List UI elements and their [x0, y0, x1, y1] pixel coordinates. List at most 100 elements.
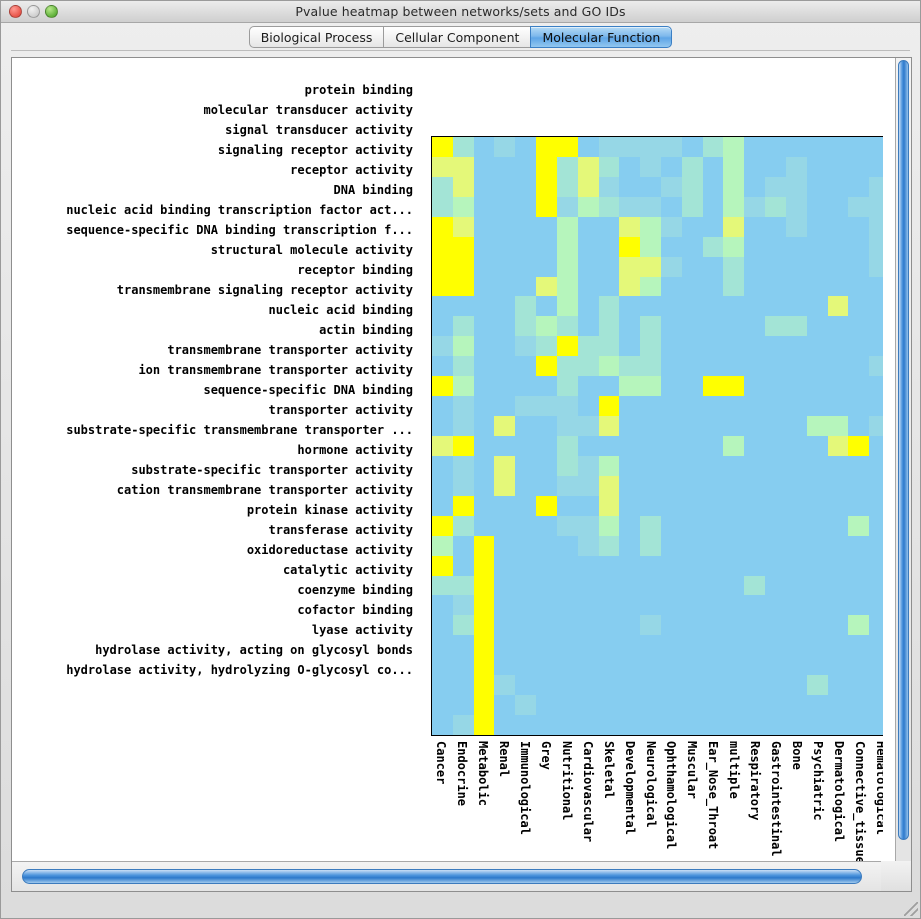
- heatmap-cell[interactable]: [536, 336, 557, 357]
- heatmap-cell[interactable]: [432, 137, 453, 157]
- heatmap-cell[interactable]: [702, 595, 724, 616]
- heatmap-cell[interactable]: [702, 296, 724, 317]
- heatmap-cell[interactable]: [765, 715, 786, 735]
- heatmap-cell[interactable]: [765, 216, 786, 237]
- heatmap-cell[interactable]: [869, 535, 883, 556]
- heatmap-cell[interactable]: [619, 396, 641, 417]
- heatmap-cell[interactable]: [744, 276, 766, 297]
- heatmap-cell[interactable]: [432, 555, 453, 576]
- heatmap-cell[interactable]: [452, 137, 474, 157]
- heatmap-cell[interactable]: [848, 655, 870, 676]
- heatmap-cell[interactable]: [723, 336, 745, 357]
- heatmap-cell[interactable]: [681, 296, 703, 317]
- heatmap-cell[interactable]: [640, 396, 661, 417]
- heatmap-cell[interactable]: [661, 376, 682, 397]
- heatmap-cell[interactable]: [869, 416, 883, 436]
- heatmap-cell[interactable]: [494, 575, 516, 596]
- heatmap-cell[interactable]: [785, 256, 807, 277]
- heatmap-cell[interactable]: [765, 595, 786, 616]
- heatmap-cell[interactable]: [806, 635, 828, 656]
- heatmap-cell[interactable]: [432, 296, 453, 317]
- heatmap-cell[interactable]: [473, 595, 495, 616]
- heatmap-cell[interactable]: [744, 336, 766, 357]
- heatmap-cell[interactable]: [494, 356, 516, 377]
- heatmap-cell[interactable]: [619, 356, 641, 377]
- heatmap-cell[interactable]: [661, 216, 682, 237]
- heatmap-cell[interactable]: [577, 515, 599, 536]
- heatmap-cell[interactable]: [640, 176, 661, 197]
- heatmap-cell[interactable]: [494, 216, 516, 237]
- heatmap-cell[interactable]: [640, 515, 661, 536]
- heatmap-cell[interactable]: [744, 176, 766, 197]
- heatmap-cell[interactable]: [640, 635, 661, 656]
- heatmap-cell[interactable]: [619, 176, 641, 197]
- heatmap-cell[interactable]: [785, 695, 807, 716]
- heatmap-cell[interactable]: [556, 336, 578, 357]
- heatmap-cell[interactable]: [827, 356, 849, 377]
- heatmap-cell[interactable]: [827, 435, 849, 456]
- heatmap-cell[interactable]: [785, 356, 807, 377]
- heatmap-cell[interactable]: [473, 615, 495, 636]
- heatmap-cell[interactable]: [661, 695, 682, 716]
- heatmap-cell[interactable]: [640, 196, 661, 217]
- heatmap-cell[interactable]: [765, 635, 786, 656]
- heatmap-cell[interactable]: [432, 156, 453, 177]
- heatmap-cell[interactable]: [598, 336, 620, 357]
- heatmap-cell[interactable]: [681, 515, 703, 536]
- heatmap-cell[interactable]: [702, 495, 724, 516]
- heatmap-cell[interactable]: [785, 475, 807, 496]
- heatmap-cell[interactable]: [452, 615, 474, 636]
- heatmap-cell[interactable]: [785, 435, 807, 456]
- heatmap-cell[interactable]: [619, 615, 641, 636]
- heatmap-grid[interactable]: [431, 136, 883, 736]
- heatmap-cell[interactable]: [473, 435, 495, 456]
- heatmap-cell[interactable]: [515, 435, 537, 456]
- heatmap-cell[interactable]: [702, 316, 724, 337]
- heatmap-cell[interactable]: [577, 196, 599, 217]
- heatmap-cell[interactable]: [806, 316, 828, 337]
- heatmap-cell[interactable]: [702, 176, 724, 197]
- heatmap-cell[interactable]: [681, 196, 703, 217]
- heatmap-cell[interactable]: [702, 256, 724, 277]
- tab-biological-process[interactable]: Biological Process: [248, 26, 384, 48]
- heatmap-cell[interactable]: [744, 475, 766, 496]
- heatmap-cell[interactable]: [785, 176, 807, 197]
- heatmap-cell[interactable]: [848, 615, 870, 636]
- heatmap-cell[interactable]: [536, 515, 557, 536]
- heatmap-cell[interactable]: [473, 256, 495, 277]
- heatmap-cell[interactable]: [681, 535, 703, 556]
- heatmap-cell[interactable]: [702, 137, 724, 157]
- heatmap-cell[interactable]: [619, 535, 641, 556]
- heatmap-cell[interactable]: [723, 296, 745, 317]
- heatmap-cell[interactable]: [827, 316, 849, 337]
- heatmap-cell[interactable]: [577, 256, 599, 277]
- heatmap-cell[interactable]: [702, 376, 724, 397]
- heatmap-cell[interactable]: [452, 555, 474, 576]
- heatmap-cell[interactable]: [452, 515, 474, 536]
- heatmap-cell[interactable]: [473, 555, 495, 576]
- heatmap-cell[interactable]: [661, 435, 682, 456]
- zoom-button[interactable]: [45, 5, 58, 18]
- heatmap-cell[interactable]: [515, 376, 537, 397]
- heatmap-cell[interactable]: [848, 475, 870, 496]
- heatmap-cell[interactable]: [681, 216, 703, 237]
- heatmap-cell[interactable]: [598, 495, 620, 516]
- heatmap-cell[interactable]: [536, 695, 557, 716]
- heatmap-cell[interactable]: [452, 455, 474, 476]
- heatmap-cell[interactable]: [494, 595, 516, 616]
- heatmap-cell[interactable]: [556, 695, 578, 716]
- heatmap-cell[interactable]: [827, 176, 849, 197]
- heatmap-cell[interactable]: [723, 495, 745, 516]
- heatmap-cell[interactable]: [744, 615, 766, 636]
- heatmap-cell[interactable]: [723, 176, 745, 197]
- heatmap-cell[interactable]: [827, 575, 849, 596]
- heatmap-cell[interactable]: [598, 435, 620, 456]
- heatmap-cell[interactable]: [661, 256, 682, 277]
- heatmap-cell[interactable]: [473, 156, 495, 177]
- heatmap-cell[interactable]: [702, 156, 724, 177]
- heatmap-cell[interactable]: [536, 455, 557, 476]
- heatmap-cell[interactable]: [473, 356, 495, 377]
- heatmap-cell[interactable]: [640, 595, 661, 616]
- heatmap-cell[interactable]: [452, 715, 474, 735]
- heatmap-cell[interactable]: [473, 715, 495, 735]
